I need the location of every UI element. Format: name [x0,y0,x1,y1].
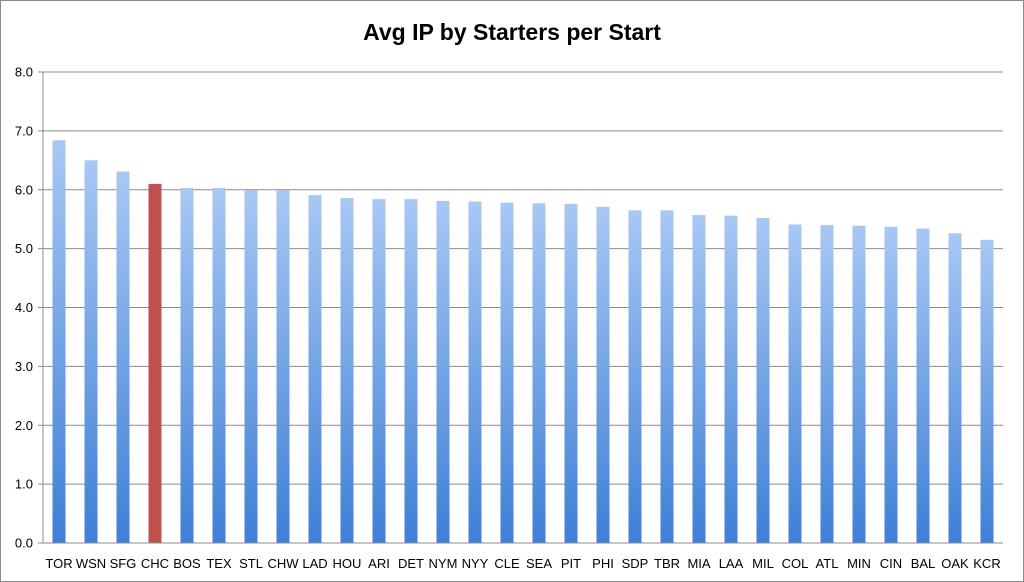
x-tick-label: CIN [880,556,902,571]
x-tick-label: CLE [494,556,520,571]
x-tick-label: COL [782,556,809,571]
bar-bal [916,228,930,544]
x-axis: TOR WSN SFG CHC BOS TEX STL CHW LAD HOU ARI DET NYM N… [43,542,1003,571]
x-tick-label: ATL [816,556,839,571]
bar-mil [756,218,770,543]
x-tick-label: MIN [847,556,871,571]
bar-cin [884,226,898,543]
chart-title: Avg IP by Starters per Start [363,19,661,45]
x-tick-label: NYM [429,556,458,571]
bar-det [404,199,418,544]
gridlines [43,71,1003,544]
x-tick-label: DET [398,556,424,571]
y-tick-label: 6.0 [15,182,33,197]
x-tick-label: ARI [368,556,390,571]
x-tick-label: HOU [333,556,362,571]
bar-kcr [980,239,994,543]
x-tick-label: OAK [941,556,969,571]
bar-atl [820,225,834,543]
x-tick-label: MIA [687,556,710,571]
x-tick-label: PHI [592,556,614,571]
y-tick-label: 7.0 [15,123,33,138]
x-tick-label: CHW [267,556,299,571]
bar-wsn [84,160,98,543]
bar-bos [180,187,194,543]
bar-laa [724,215,738,543]
x-tick-label: BAL [911,556,936,571]
bar-ari [372,199,386,544]
y-tick-label: 4.0 [15,300,33,315]
y-axis: 0.0 1.0 2.0 3.0 4.0 5.0 6.0 7.0 8.0 [15,65,44,551]
bar-sfg [116,171,130,543]
x-tick-label: STL [239,556,263,571]
y-tick-label: 3.0 [15,359,33,374]
bar-tbr [660,210,674,543]
x-tick-label: BOS [173,556,201,571]
x-tick-label: NYY [462,556,489,571]
bar-stl [244,190,258,543]
bar-sdp [628,210,642,543]
x-tick-label: PIT [561,556,581,571]
x-tick-label: TBR [654,556,680,571]
bar-phi [596,206,610,544]
x-tick-label: LAD [302,556,327,571]
x-tick-label: MIL [752,556,774,571]
x-tick-label: SFG [110,556,137,571]
bar-nyy [468,201,482,543]
bar-cle [500,202,514,543]
y-tick-label: 1.0 [15,477,33,492]
bar-pit [564,203,578,543]
x-tick-label: SDP [622,556,649,571]
y-tick-label: 0.0 [15,536,33,551]
y-tick-label: 5.0 [15,241,33,256]
x-tick-label: WSN [76,556,106,571]
bar-col [788,224,802,543]
x-tick-label: SEA [526,556,552,571]
x-tick-label: LAA [719,556,744,571]
bar-sea [532,203,546,543]
bar-chw [276,190,290,543]
bar-oak [948,233,962,543]
bars [52,140,994,544]
bar-min [852,225,866,543]
bar-nym [436,200,450,543]
y-tick-label: 8.0 [15,65,33,80]
bar-hou [340,197,354,543]
x-tick-label: CHC [141,556,169,571]
bar-lad [308,195,322,543]
y-tick-label: 2.0 [15,418,33,433]
x-tick-label: KCR [973,556,1000,571]
bar-tor [52,140,66,544]
x-tick-label: TOR [45,556,72,571]
x-tick-label: TEX [206,556,232,571]
bar-mia [692,215,706,543]
bar-chc [148,183,162,544]
bar-tex [212,187,226,543]
